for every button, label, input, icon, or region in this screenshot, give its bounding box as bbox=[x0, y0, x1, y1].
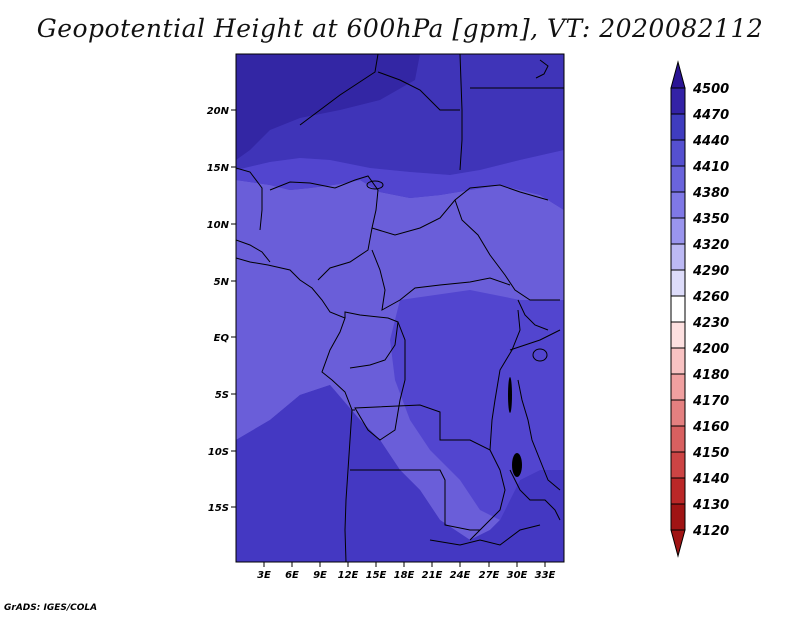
lon-tick-label: 24E bbox=[450, 570, 471, 581]
credit-text: GrADS: IGES/COLA bbox=[4, 603, 98, 613]
colorbar-swatch bbox=[670, 87, 686, 115]
colorbar-label: 4260 bbox=[692, 290, 729, 305]
lon-tick-label: 6E bbox=[285, 570, 299, 581]
colorbar-label: 4130 bbox=[692, 498, 729, 513]
lon-tick-label: 15E bbox=[366, 570, 387, 581]
lon-tick-label: 12E bbox=[338, 570, 359, 581]
lon-tick-label: 33E bbox=[535, 570, 556, 581]
colorbar-label: 4380 bbox=[692, 186, 729, 201]
chart-title: Geopotential Height at 600hPa [gpm], VT:… bbox=[36, 14, 764, 43]
lon-tick-label: 27E bbox=[479, 570, 500, 581]
border-line bbox=[509, 329, 561, 351]
border-line bbox=[517, 379, 561, 491]
lake bbox=[508, 377, 512, 413]
lat-tick-label: 15N bbox=[207, 163, 230, 174]
colorbar-label: 4230 bbox=[692, 316, 729, 331]
lat-axis: 20N 15N 10N 5N EQ 5S 10S 15S bbox=[207, 106, 236, 514]
colorbar-swatch bbox=[670, 347, 686, 375]
field-contour-sahel bbox=[236, 150, 564, 210]
colorbar: 4500 4470 4440 4410 4380 4350 4320 4290 4260 4230… bbox=[670, 60, 729, 558]
colorbar-label: 4320 bbox=[692, 238, 729, 253]
lon-axis: 3E 6E 9E 12E 15E 18E 21E 24E 27E 30E 33E bbox=[257, 562, 556, 581]
colorbar-label: 4160 bbox=[692, 420, 729, 435]
colorbar-swatch bbox=[670, 425, 686, 453]
colorbar-swatch bbox=[670, 399, 686, 427]
border-line bbox=[371, 249, 511, 311]
lake bbox=[366, 180, 384, 190]
colorbar-swatch bbox=[670, 113, 686, 141]
border-line bbox=[429, 524, 541, 546]
colorbar-swatch bbox=[670, 503, 686, 531]
map-frame bbox=[235, 53, 565, 563]
lat-tick-label: 5S bbox=[215, 390, 229, 401]
lake bbox=[532, 348, 548, 362]
colorbar-swatch bbox=[670, 321, 686, 349]
border-line bbox=[299, 54, 379, 126]
colorbar-top-arrow bbox=[670, 60, 686, 89]
lat-tick-label: EQ bbox=[214, 333, 230, 344]
lakes bbox=[366, 180, 548, 477]
lat-tick-label: 10S bbox=[208, 447, 229, 458]
border-line bbox=[459, 54, 463, 171]
colorbar-swatch bbox=[670, 451, 686, 479]
colorbar-swatch bbox=[670, 139, 686, 167]
colorbar-label: 4180 bbox=[692, 368, 729, 383]
colorbar-label: 4140 bbox=[692, 472, 729, 487]
border-line bbox=[377, 71, 460, 111]
lon-tick-label: 3E bbox=[257, 570, 271, 581]
field-contour-south bbox=[236, 385, 564, 562]
border-line bbox=[236, 167, 263, 231]
colorbar-label: 4120 bbox=[692, 524, 729, 539]
border-line bbox=[354, 309, 521, 451]
geopotential-field bbox=[236, 54, 564, 562]
colorbar-swatch bbox=[670, 295, 686, 323]
border-line bbox=[454, 199, 560, 301]
border-line bbox=[269, 175, 379, 281]
lon-tick-label: 18E bbox=[394, 570, 415, 581]
colorbar-swatch bbox=[670, 269, 686, 297]
colorbar-swatch bbox=[670, 243, 686, 271]
colorbar-label: 4200 bbox=[692, 342, 729, 357]
colorbar-swatch bbox=[670, 477, 686, 505]
colorbar-label: 4410 bbox=[692, 160, 729, 175]
border-line bbox=[509, 469, 561, 521]
colorbar-label: 4150 bbox=[692, 446, 729, 461]
colorbar-swatch bbox=[670, 165, 686, 193]
border-line bbox=[350, 469, 480, 531]
colorbar-label: 4470 bbox=[692, 108, 729, 123]
colorbar-label: 4440 bbox=[692, 134, 729, 149]
colorbar-label: 4350 bbox=[692, 212, 729, 227]
colorbar-label: 4290 bbox=[692, 264, 729, 279]
border-line bbox=[535, 59, 549, 79]
lake bbox=[512, 453, 522, 477]
lat-tick-label: 20N bbox=[207, 106, 230, 117]
colorbar-label: 4500 bbox=[692, 82, 729, 97]
lat-tick-label: 5N bbox=[214, 277, 230, 288]
political-borders bbox=[236, 54, 564, 562]
colorbar-swatch bbox=[670, 373, 686, 401]
lon-tick-label: 30E bbox=[507, 570, 528, 581]
border-line bbox=[236, 239, 271, 263]
colorbar-swatch bbox=[670, 191, 686, 219]
lat-tick-label: 10N bbox=[207, 220, 230, 231]
field-contour-high bbox=[236, 54, 420, 160]
colorbar-bottom-arrow bbox=[670, 529, 686, 558]
lon-tick-label: 21E bbox=[422, 570, 443, 581]
border-line bbox=[236, 257, 353, 562]
border-line bbox=[517, 299, 549, 331]
lon-tick-label: 9E bbox=[313, 570, 327, 581]
border-line bbox=[469, 449, 506, 541]
colorbar-swatch bbox=[670, 217, 686, 245]
colorbar-label: 4170 bbox=[692, 394, 729, 409]
lat-tick-label: 15S bbox=[208, 503, 229, 514]
